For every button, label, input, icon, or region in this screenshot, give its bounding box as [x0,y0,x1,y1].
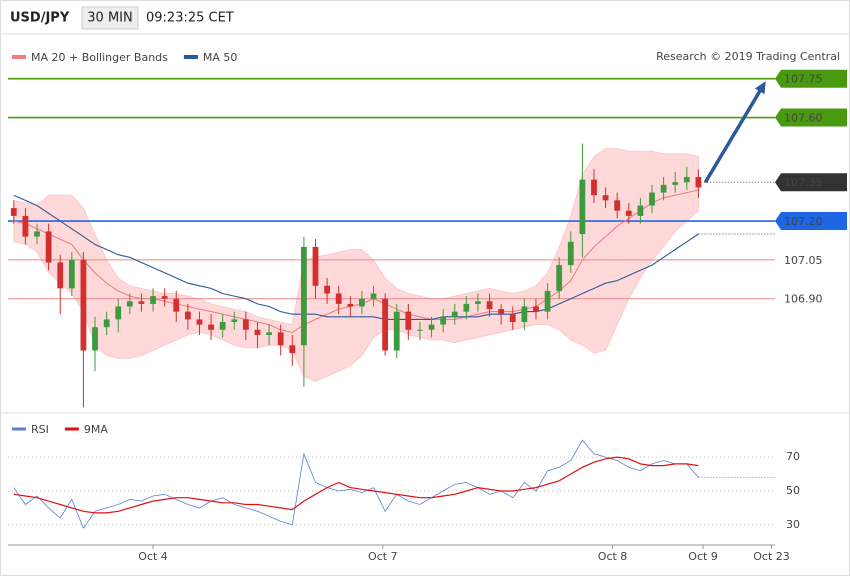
candle-body [463,303,470,312]
time: 09:23:25 CET [146,11,234,26]
candle-body [614,200,621,211]
candle-body [509,314,516,322]
candle-body [544,290,551,312]
candle-body [579,179,586,234]
candle-body [417,329,423,331]
level-label: 107.60 [784,112,823,125]
candle-body [359,298,365,307]
y-tick-label: 50 [786,484,800,497]
candle-body [405,311,412,330]
level-tag [775,108,847,127]
x-tick-label: Oct 9 [688,550,718,563]
candle-body [266,332,272,335]
candle-body [382,298,389,351]
candle-body [695,177,702,188]
candle-body [393,311,400,351]
level-label: 107.75 [784,73,823,86]
candle-body [22,215,29,237]
candle-body [68,259,75,289]
level-tag [775,173,847,192]
y-tick-label: 30 [786,518,800,531]
level-label: 107.05 [784,254,823,267]
candle-body [591,179,597,196]
candle-body [521,306,528,322]
ma-line [13,194,699,320]
candle-body [672,182,679,185]
arrow-head [754,81,766,95]
rsi-line [13,439,699,530]
candle-body [150,296,156,304]
candle-body [347,303,354,307]
x-tick-label: Oct 4 [138,550,168,563]
bollinger-band [13,148,699,382]
candle-body [103,319,110,328]
candle-body [242,319,249,330]
level-label: 107.35 [784,176,823,189]
candle-body [138,301,145,304]
candle-body [184,311,191,320]
x-tick-label: Oct 7 [368,550,398,563]
ma-line [13,189,699,333]
legend-label: 9MA [84,423,108,436]
candle-body [45,231,52,263]
candle-body [335,293,342,304]
candle-body [312,246,319,286]
candle-body [161,296,168,299]
candle-body [115,306,122,320]
candle-body [254,329,261,335]
candle-body [196,319,203,325]
target-arrow [703,87,764,184]
candle-body [126,301,133,307]
candle-body [219,322,226,330]
interval-box [81,6,139,30]
candle-body [602,195,609,201]
y-tick-label: 70 [786,450,800,463]
candle-body [660,184,667,193]
candle-body [10,208,17,216]
candle-body [637,205,644,216]
x-tick-label: Oct 23 [753,550,790,563]
candle-body [277,332,284,346]
level-label: 107.20 [784,215,823,228]
x-tick-label: Oct 8 [598,550,628,563]
candle-body [57,262,64,289]
candle-body [556,265,563,291]
candle-body [486,301,493,310]
candle-body [300,246,307,346]
level-tag [775,69,847,88]
rsi-line [13,456,699,514]
candle-body [649,192,655,206]
candle-body [208,324,214,330]
candle-body [80,259,87,351]
level-tag [775,212,847,231]
candle-body [683,177,690,183]
candle-body [324,285,331,294]
candle-body [289,345,296,354]
legend-label: MA 20 + Bollinger Bands [31,51,168,64]
candle-body [475,301,481,304]
candle-body [34,231,40,237]
candle-body [498,309,505,315]
candle-body [567,241,574,266]
candle-body [533,306,539,312]
candle-body [231,319,238,322]
candle-body [428,324,435,330]
candle-body [173,298,180,312]
legend-label: MA 50 [203,51,238,64]
candle-body [440,316,447,325]
credit: Research © 2019 Trading Central [656,50,840,63]
level-label: 106.90 [784,293,823,306]
symbol: USD/JPY [10,11,70,26]
candle-body [451,311,458,317]
candle-body [92,327,98,351]
candle-body [625,210,632,216]
interval: 30 MIN [87,11,132,26]
legend-label: RSI [31,423,49,436]
candle-body [370,293,377,299]
